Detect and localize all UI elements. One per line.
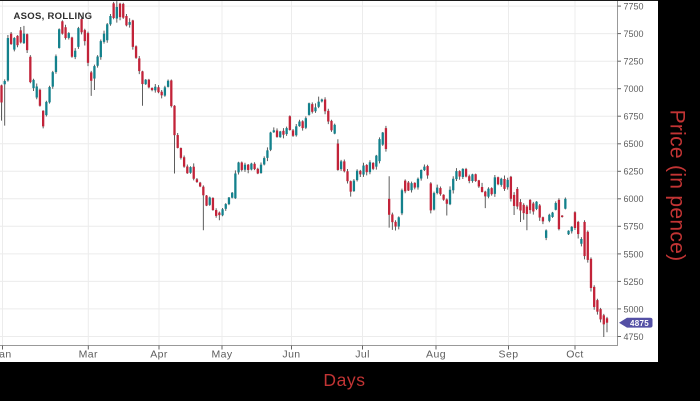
svg-text:7500: 7500: [624, 29, 644, 39]
svg-text:6250: 6250: [624, 167, 644, 177]
svg-text:Price (in pence): Price (in pence): [666, 110, 689, 262]
svg-text:Jan: Jan: [0, 349, 12, 361]
svg-text:6750: 6750: [624, 112, 644, 122]
svg-text:5250: 5250: [624, 277, 644, 287]
svg-text:5000: 5000: [624, 304, 644, 314]
svg-text:May: May: [211, 349, 232, 361]
svg-text:Sep: Sep: [499, 349, 519, 361]
svg-text:Mar: Mar: [79, 349, 98, 361]
svg-text:Days: Days: [323, 370, 365, 390]
svg-text:4875: 4875: [630, 319, 649, 328]
svg-text:ASOS, ROLLING: ASOS, ROLLING: [14, 11, 93, 22]
svg-text:6500: 6500: [624, 139, 644, 149]
svg-text:5750: 5750: [624, 222, 644, 232]
svg-text:7000: 7000: [624, 84, 644, 94]
svg-text:4750: 4750: [624, 332, 644, 342]
svg-text:6000: 6000: [624, 194, 644, 204]
svg-text:Jul: Jul: [355, 349, 370, 361]
svg-text:Apr: Apr: [150, 349, 168, 361]
svg-text:Oct: Oct: [566, 349, 584, 361]
svg-text:Jun: Jun: [282, 349, 300, 361]
svg-text:Aug: Aug: [426, 349, 446, 361]
svg-text:5500: 5500: [624, 249, 644, 259]
svg-text:7750: 7750: [624, 2, 644, 12]
svg-text:7250: 7250: [624, 57, 644, 67]
